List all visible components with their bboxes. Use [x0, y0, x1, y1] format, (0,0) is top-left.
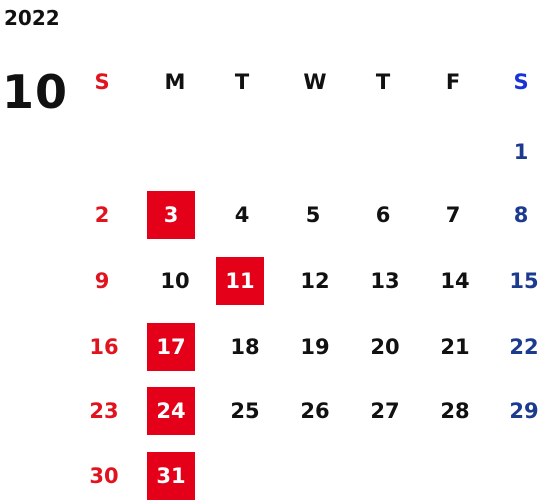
weekday-header-wed: W [303, 70, 327, 94]
day-cell[interactable]: 5 [305, 203, 321, 227]
day-cell[interactable]: 1 [513, 140, 529, 164]
day-cell[interactable]: 13 [370, 269, 400, 293]
day-cell-highlighted[interactable]: 17 [147, 323, 195, 371]
day-cell[interactable]: 14 [440, 269, 470, 293]
day-cell[interactable]: 10 [160, 269, 190, 293]
weekday-header-tue: T [234, 70, 250, 94]
day-cell[interactable]: 9 [94, 269, 110, 293]
month-label: 10 [2, 65, 69, 119]
day-cell[interactable]: 4 [234, 203, 250, 227]
day-cell[interactable]: 20 [370, 335, 400, 359]
day-cell[interactable]: 8 [513, 203, 529, 227]
day-cell[interactable]: 29 [509, 399, 539, 423]
day-cell-highlighted[interactable]: 11 [216, 257, 264, 305]
day-cell-highlighted[interactable]: 3 [147, 191, 195, 239]
day-cell[interactable]: 19 [300, 335, 330, 359]
day-cell[interactable]: 7 [445, 203, 461, 227]
day-cell[interactable]: 25 [230, 399, 260, 423]
day-cell[interactable]: 18 [230, 335, 260, 359]
weekday-header-fri: F [445, 70, 461, 94]
weekday-header-mon: M [164, 70, 186, 94]
weekday-header-sun: S [94, 70, 110, 94]
day-cell[interactable]: 21 [440, 335, 470, 359]
day-cell[interactable]: 12 [300, 269, 330, 293]
day-cell[interactable]: 27 [370, 399, 400, 423]
year-label: 2022 [4, 6, 60, 30]
day-cell-highlighted[interactable]: 31 [147, 452, 195, 500]
day-cell[interactable]: 16 [89, 335, 119, 359]
day-cell[interactable]: 6 [375, 203, 391, 227]
day-cell[interactable]: 2 [94, 203, 110, 227]
day-cell[interactable]: 15 [509, 269, 539, 293]
day-cell[interactable]: 30 [89, 464, 119, 488]
day-cell-highlighted[interactable]: 24 [147, 387, 195, 435]
day-cell[interactable]: 23 [89, 399, 119, 423]
day-cell[interactable]: 28 [440, 399, 470, 423]
weekday-header-thu: T [375, 70, 391, 94]
weekday-header-sat: S [513, 70, 529, 94]
day-cell[interactable]: 22 [509, 335, 539, 359]
day-cell[interactable]: 26 [300, 399, 330, 423]
